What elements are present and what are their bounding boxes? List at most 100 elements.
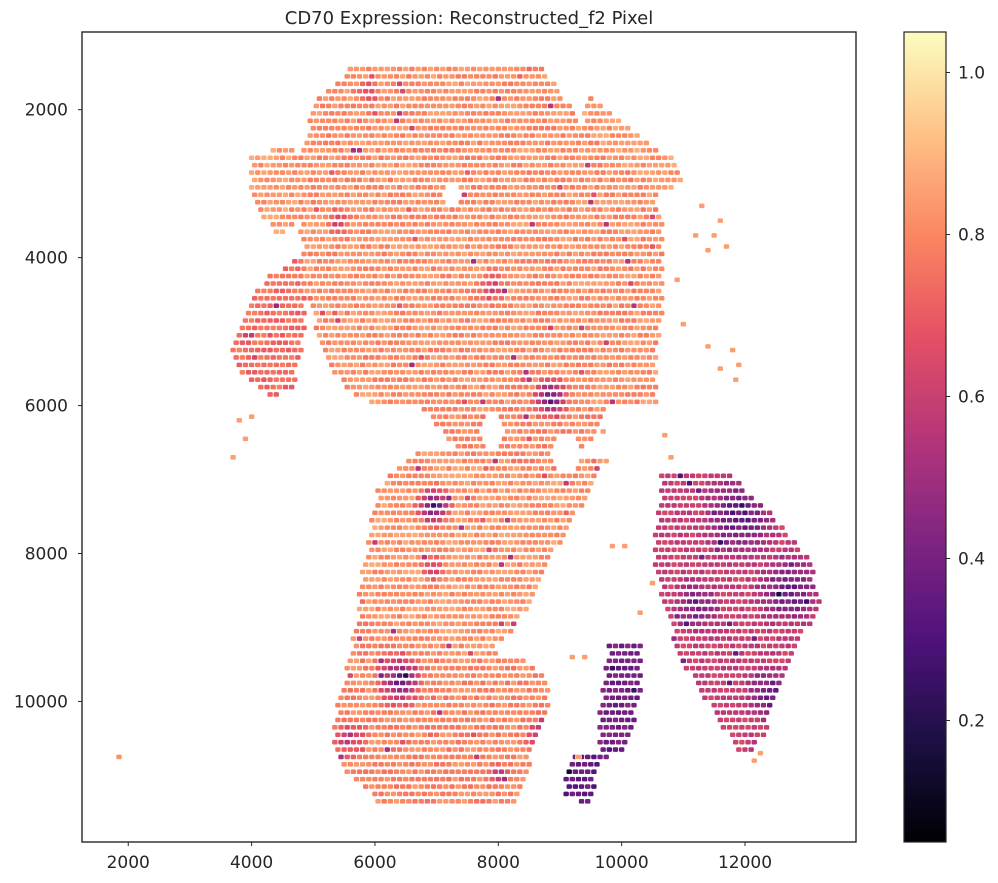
data-point [245,339,252,346]
data-point [260,302,268,309]
data-point [322,302,329,309]
data-point [436,458,444,464]
data-point [445,465,453,472]
data-point [448,561,456,568]
data-point [288,310,295,316]
data-point [374,221,382,228]
data-point [337,177,345,183]
data-point [396,628,403,635]
data-point [553,191,561,198]
data-point [470,554,477,561]
data-point [473,443,481,450]
data-point [454,487,462,494]
data-point [624,287,632,294]
data-point [667,554,675,561]
data-point [254,199,262,206]
data-point [276,369,283,376]
data-point [408,273,416,280]
data-point [686,495,693,501]
data-point [473,472,481,479]
data-point [470,110,477,117]
data-point [353,776,360,783]
data-point [451,273,459,280]
data-point [439,509,447,516]
data-point [525,169,533,176]
data-point [710,672,718,679]
data-point [525,465,533,472]
data-point [424,576,431,583]
data-point [374,754,382,760]
data-point [340,302,348,309]
data-point [334,731,342,738]
data-point [340,761,348,768]
data-point [393,591,400,598]
data-point [405,680,413,686]
data-point [433,258,440,265]
data-point [482,228,490,235]
data-point [331,162,339,169]
data-point [436,680,444,686]
data-point [522,561,530,568]
data-point [590,117,598,124]
data-point [646,324,653,331]
data-point [340,287,348,294]
data-point [612,154,619,161]
data-point [544,450,551,457]
data-point [337,339,345,346]
data-point [510,147,518,154]
data-point [510,117,518,124]
data-point [701,606,709,612]
data-point [260,347,268,353]
data-point [602,117,610,124]
data-point [427,672,434,679]
data-point [393,561,400,568]
data-point [476,406,484,413]
data-point [325,162,332,169]
data-point [393,709,400,716]
data-point [787,620,795,627]
data-point [464,450,471,457]
data-point [424,132,431,139]
data-point [612,287,619,294]
data-point [584,177,592,183]
data-point [516,413,524,420]
data-point [720,680,727,686]
data-point [266,273,274,280]
data-point [445,702,453,709]
data-point [383,717,391,723]
data-point [488,332,496,339]
data-point [417,650,425,657]
data-point [778,613,786,620]
data-point [461,443,468,450]
data-point [633,295,641,302]
data-point [627,724,635,731]
data-point [257,354,265,361]
data-point [380,103,388,109]
data-point [359,125,366,132]
data-point [368,768,376,775]
data-point [442,458,450,464]
data-point [451,628,459,635]
data-point [427,184,434,191]
data-point [368,88,376,95]
data-point [482,509,490,516]
data-point [433,273,440,280]
data-point [507,761,514,768]
data-point [442,265,450,272]
data-point [433,731,440,738]
data-point [535,532,542,538]
data-point [365,687,373,694]
data-point [356,591,363,598]
data-point [411,117,419,124]
data-point [627,162,635,169]
data-point [377,80,385,87]
data-point [371,731,379,738]
data-point [723,554,730,561]
data-point [482,761,490,768]
data-point [535,206,542,213]
data-point [457,332,465,339]
data-point [584,206,592,213]
data-point [448,280,456,287]
data-point [516,517,524,524]
data-point [541,177,548,183]
